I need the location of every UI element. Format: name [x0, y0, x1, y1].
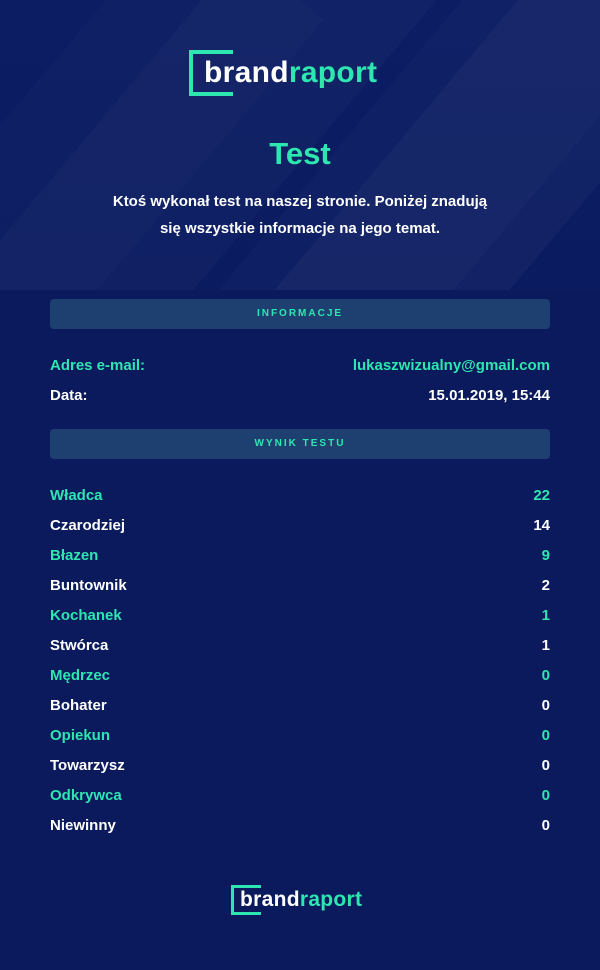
- footer-brand-logo: brand raport: [231, 885, 362, 915]
- logo-text-raport: raport: [288, 56, 378, 89]
- result-row: Kochanek 1: [50, 605, 550, 625]
- email-label: Adres e-mail:: [50, 356, 146, 374]
- intro-line-2: się wszystkie informacje na jego temat.: [159, 220, 441, 237]
- result-value: 1: [541, 636, 550, 654]
- result-row: Buntownik 2: [50, 575, 550, 595]
- date-label: Data:: [50, 386, 88, 404]
- result-value: 1: [541, 606, 550, 624]
- result-label: Niewinny: [50, 816, 116, 834]
- logo-text-brand: brand: [204, 56, 289, 89]
- result-value: 14: [533, 516, 550, 534]
- result-value: 0: [541, 666, 550, 684]
- result-value: 0: [541, 726, 550, 744]
- page-title: Test: [269, 136, 331, 171]
- email-value: lukaszwizualny@gmail.com: [352, 356, 550, 374]
- result-label: Władca: [50, 486, 103, 504]
- result-row: Błazen 9: [50, 545, 550, 565]
- result-row: Bohater 0: [50, 695, 550, 715]
- result-row: Czarodziej 14: [50, 515, 550, 535]
- info-row-date: Data: 15.01.2019, 15:44: [50, 385, 550, 405]
- section-header-informacje: INFORMACJE: [50, 299, 550, 329]
- intro-line-1: Ktoś wykonał test na naszej stronie. Pon…: [112, 193, 488, 210]
- result-row: Odkrywca 0: [50, 785, 550, 805]
- info-row-email: Adres e-mail: lukaszwizualny@gmail.com: [50, 355, 550, 375]
- result-row: Mędrzec 0: [50, 665, 550, 685]
- result-value: 22: [533, 486, 550, 504]
- result-row: Opiekun 0: [50, 725, 550, 745]
- result-label: Błazen: [50, 546, 99, 564]
- result-value: 0: [541, 696, 550, 714]
- result-value: 0: [541, 756, 550, 774]
- result-label: Buntownik: [50, 576, 127, 594]
- result-value: 9: [541, 546, 550, 564]
- result-value: 0: [541, 816, 550, 834]
- result-label: Odkrywca: [50, 786, 122, 804]
- result-label: Kochanek: [50, 606, 122, 624]
- date-value: 15.01.2019, 15:44: [428, 386, 550, 404]
- result-row: Niewinny 0: [50, 815, 550, 835]
- result-value: 0: [541, 786, 550, 804]
- result-label: Czarodziej: [50, 516, 126, 534]
- logo-text-raport: raport: [299, 888, 363, 911]
- intro-text: Ktoś wykonał test na naszej stronie. Pon…: [100, 188, 500, 242]
- result-label: Bohater: [50, 696, 107, 714]
- result-label: Mędrzec: [50, 666, 111, 684]
- result-label: Opiekun: [50, 726, 111, 744]
- result-row: Stwórca 1: [50, 635, 550, 655]
- brand-logo: brand raport: [189, 50, 377, 96]
- hero-banner: [0, 0, 600, 290]
- logo-bracket-icon: [231, 885, 261, 915]
- logo-text-brand: brand: [240, 888, 300, 911]
- result-label: Stwórca: [50, 636, 109, 654]
- result-value: 2: [541, 576, 550, 594]
- logo-bracket-icon: [189, 50, 233, 96]
- section-header-wynik-testu: WYNIK TESTU: [50, 429, 550, 459]
- result-row: Towarzysz 0: [50, 755, 550, 775]
- result-label: Towarzysz: [50, 756, 125, 774]
- result-row: Władca 22: [50, 485, 550, 505]
